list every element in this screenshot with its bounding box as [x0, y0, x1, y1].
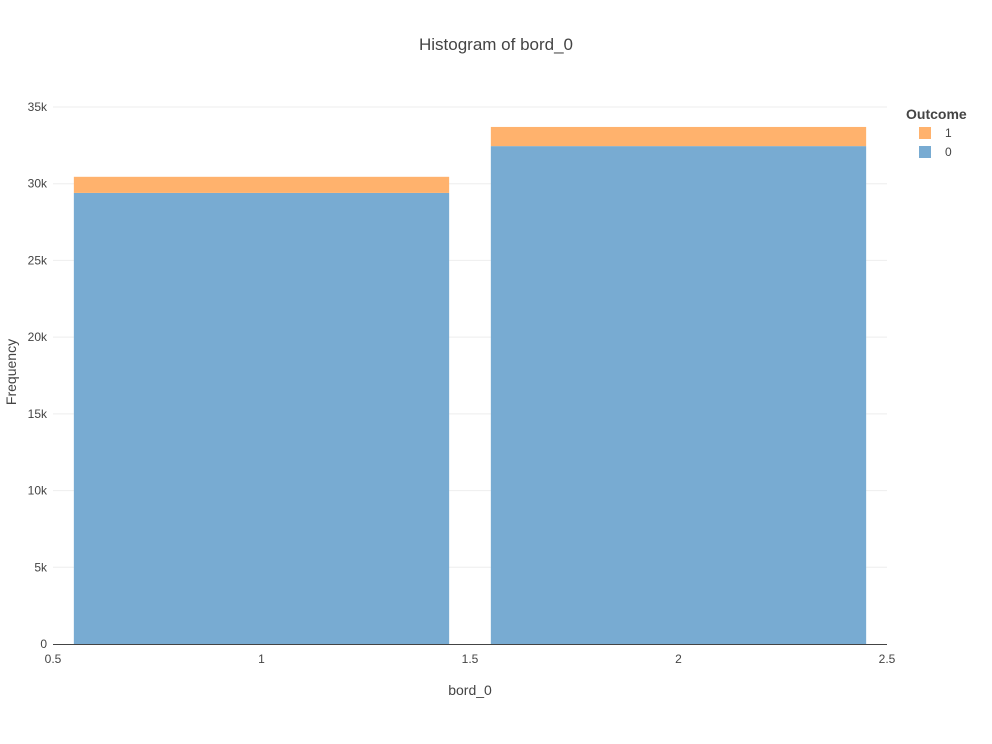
y-tick-label: 30k	[28, 177, 48, 191]
chart-title: Histogram of bord_0	[419, 35, 573, 54]
bar-outcome-1-bin-2	[490, 126, 867, 147]
x-tick-label: 1	[258, 652, 265, 666]
bar-outcome-0-bin-2	[490, 146, 867, 645]
x-tick-label: 1.5	[462, 652, 479, 666]
legend-label-0: 0	[945, 145, 952, 159]
y-tick-label: 10k	[28, 484, 48, 498]
legend-title: Outcome	[906, 106, 967, 122]
legend-swatch-0	[919, 146, 931, 158]
y-tick-label: 5k	[34, 560, 48, 574]
y-tick-label: 0	[40, 637, 47, 651]
x-axis-ticks: 0.5 1 1.5 2 2.5	[45, 652, 896, 666]
legend-swatch-1	[919, 127, 931, 139]
bar-outcome-1-bin-1	[73, 176, 450, 193]
y-axis-ticks: 0 5k 10k 15k 20k 25k 30k 35k	[28, 100, 48, 651]
y-tick-label: 25k	[28, 253, 48, 267]
y-axis-label: Frequency	[3, 339, 19, 405]
bars	[73, 126, 867, 645]
y-tick-label: 15k	[28, 407, 48, 421]
legend-label-1: 1	[945, 126, 952, 140]
x-axis-label: bord_0	[448, 682, 492, 698]
x-tick-label: 0.5	[45, 652, 62, 666]
legend: Outcome 1 0	[906, 106, 967, 159]
bar-outcome-0-bin-1	[73, 192, 450, 645]
x-tick-label: 2.5	[879, 652, 896, 666]
x-tick-label: 2	[675, 652, 682, 666]
y-tick-label: 35k	[28, 100, 48, 114]
y-tick-label: 20k	[28, 330, 48, 344]
